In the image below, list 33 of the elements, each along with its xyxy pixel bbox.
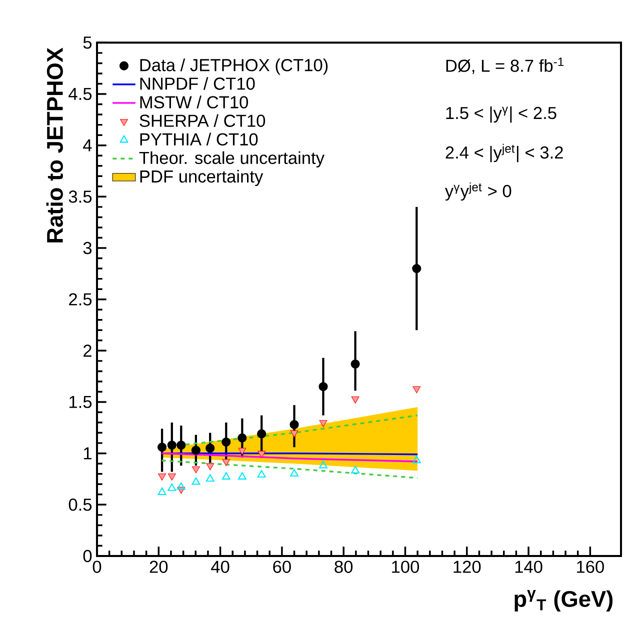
y-tick-label: 3.5 — [68, 190, 92, 203]
x-tick-label: 0 — [92, 560, 102, 573]
legend-label: Theor. scale uncertainty — [139, 151, 324, 168]
y-tick-label: 2 — [84, 344, 92, 357]
y-tick-label: 2.5 — [69, 293, 92, 306]
legend-label: NNPDF / CT10 — [140, 77, 255, 90]
annotation: 2.4 < |y$^{jet}$| < 3.2 — [446, 144, 563, 162]
legend-label: Data / JETPHOX (CT10) — [140, 58, 328, 75]
x-axis-title: p$^{γ}$$_{T}$ (GeV) — [514, 590, 613, 612]
annotation: y$^{γ}$y$^{jet}$ > 0 — [444, 182, 512, 201]
x-tick-label: 100 — [392, 560, 420, 573]
legend-label: PDF uncertainty — [140, 170, 264, 186]
y-tick-label: 1.5 — [70, 396, 92, 408]
x-tick-label: 40 — [211, 560, 230, 573]
legend-label: MSTW / CT10 — [140, 96, 248, 108]
y-tick-label: 5 — [83, 36, 92, 49]
x-tick-label: 60 — [273, 560, 291, 573]
y-tick-label: 4 — [83, 139, 92, 152]
x-tick-label: 80 — [334, 560, 353, 573]
annotation: 1.5 < |y$^{γ}$| < 2.5 — [446, 106, 556, 123]
x-tick-label: 120 — [454, 560, 481, 573]
x-tick-label: 20 — [150, 560, 168, 573]
y-tick-label: 0.5 — [68, 498, 92, 511]
y-tick-label: 0 — [83, 550, 92, 562]
y-axis-title: Ratio to JETPHOX — [46, 48, 63, 242]
x-tick-label: 140 — [515, 560, 542, 573]
legend-label: PYTHIA / CT10 — [140, 132, 258, 146]
legend-label: SHERPA / CT10 — [140, 114, 266, 127]
y-tick-label: 4.5 — [68, 88, 92, 100]
annotation: DØ, L = 8.7 fb$^{-1}$ — [446, 58, 564, 74]
y-tick-label: 1 — [84, 447, 92, 460]
x-tick-label: 160 — [577, 560, 604, 573]
y-tick-label: 3 — [83, 242, 92, 254]
